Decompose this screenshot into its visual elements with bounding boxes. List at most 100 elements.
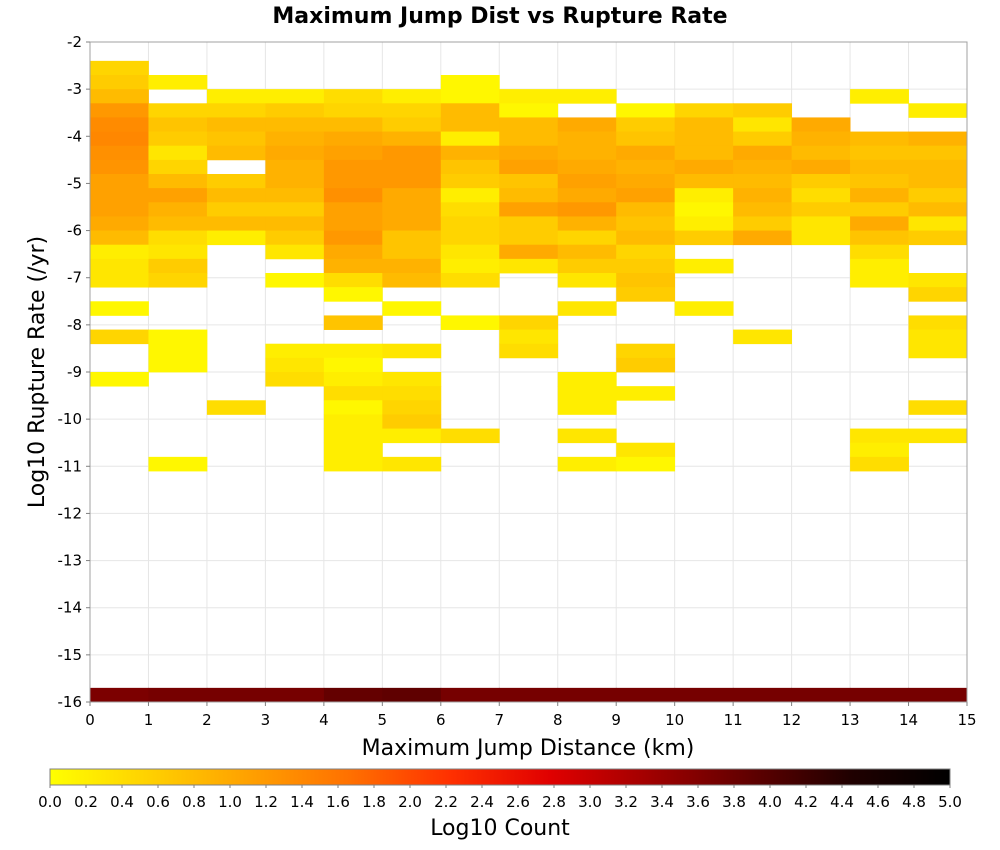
- colorbar-gradient: [49, 768, 951, 786]
- plot-area: [89, 41, 968, 703]
- y-tick-label: -7: [67, 269, 82, 287]
- heatmap-cell: [440, 428, 500, 444]
- y-tick-label: -4: [67, 127, 82, 145]
- heatmap-cell: [265, 174, 325, 189]
- heatmap-cell: [557, 216, 617, 231]
- heatmap-cell: [382, 244, 442, 260]
- colorbar-tick-label: 0.8: [182, 793, 206, 811]
- y-tick-label: -11: [58, 457, 83, 475]
- heatmap-cell: [323, 273, 383, 288]
- heatmap-cell: [850, 89, 909, 104]
- heatmap-cell: [557, 202, 617, 217]
- heatmap-cell: [206, 216, 266, 231]
- x-tick-label: 8: [553, 711, 563, 729]
- heatmap-cell: [382, 131, 442, 147]
- heatmap-cell: [733, 174, 792, 189]
- heatmap-cell: [440, 75, 500, 90]
- heatmap-cell: [674, 188, 734, 203]
- heatmap-cell: [499, 216, 559, 231]
- heatmap-cell: [791, 174, 851, 189]
- heatmap-cell: [557, 244, 617, 260]
- heatmap-cell: [323, 442, 383, 458]
- heatmap-cell: [791, 687, 851, 703]
- heatmap-cell: [382, 414, 442, 429]
- heatmap-cell: [850, 159, 909, 175]
- heatmap-cell: [440, 131, 500, 147]
- heatmap-cell: [90, 273, 149, 288]
- heatmap-cell: [206, 188, 266, 203]
- heatmap-cell: [733, 131, 792, 147]
- heatmap-cell: [557, 230, 617, 246]
- heatmap-cell: [791, 117, 851, 132]
- heatmap-cell: [265, 89, 325, 104]
- heatmap-cell: [791, 202, 851, 217]
- heatmap-cell: [382, 428, 442, 444]
- heatmap-cell: [908, 230, 968, 246]
- heatmap-cell: [674, 687, 734, 703]
- heatmap-cell: [791, 131, 851, 147]
- heatmap-cell: [323, 230, 383, 246]
- x-tick-label: 6: [436, 711, 446, 729]
- x-tick-label: 2: [202, 711, 212, 729]
- heatmap-cell: [499, 315, 559, 330]
- heatmap-cell: [908, 202, 968, 217]
- colorbar-tick-label: 3.0: [578, 793, 602, 811]
- heatmap-cell: [382, 273, 442, 288]
- heatmap-cell: [557, 145, 617, 161]
- heatmap-cell: [557, 188, 617, 203]
- x-tick-label: 4: [319, 711, 329, 729]
- colorbar-tick-label: 5.0: [938, 793, 962, 811]
- heatmap-cell: [323, 386, 383, 401]
- y-tick-label: -13: [58, 552, 83, 570]
- heatmap-cell: [850, 258, 909, 274]
- heatmap-cell: [557, 372, 617, 387]
- heatmap-cell: [440, 188, 500, 203]
- heatmap-cell: [733, 216, 792, 231]
- heatmap-cell: [557, 131, 617, 147]
- colorbar-tick-label: 1.4: [290, 793, 314, 811]
- heatmap-cell: [674, 131, 734, 147]
- x-tick-label: 12: [782, 711, 801, 729]
- heatmap-cell: [499, 343, 559, 359]
- heatmap-cell: [674, 202, 734, 217]
- heatmap-cell: [90, 75, 149, 90]
- heatmap-cell: [616, 273, 676, 288]
- heatmap-cell: [440, 202, 500, 217]
- heatmap-cell: [323, 343, 383, 359]
- y-tick-label: -3: [67, 80, 82, 98]
- colorbar-tick-label: 2.6: [506, 793, 530, 811]
- heatmap-cell: [382, 174, 442, 189]
- heatmap-cell: [148, 103, 208, 118]
- y-tick-label: -8: [67, 316, 82, 334]
- heatmap-cell: [616, 456, 676, 472]
- x-tick-label: 0: [85, 711, 95, 729]
- heatmap-cell: [382, 159, 442, 175]
- heatmap-cell: [440, 117, 500, 132]
- heatmap-cell: [206, 687, 266, 703]
- heatmap-cell: [440, 687, 500, 703]
- heatmap-cell: [616, 131, 676, 147]
- heatmap-cell: [440, 315, 500, 330]
- heatmap-cells: [90, 60, 968, 703]
- heatmap-cell: [265, 216, 325, 231]
- heatmap-cell: [323, 258, 383, 274]
- heatmap-cell: [440, 89, 500, 104]
- colorbar-tick-label: 2.8: [542, 793, 566, 811]
- heatmap-cell: [850, 174, 909, 189]
- heatmap-cell: [499, 89, 559, 104]
- heatmap-cell: [206, 230, 266, 246]
- y-tick-label: -14: [58, 599, 83, 617]
- heatmap-cell: [616, 258, 676, 274]
- heatmap-cell: [557, 159, 617, 175]
- heatmap-cell: [850, 273, 909, 288]
- heatmap-cell: [557, 89, 617, 104]
- heatmap-cell: [323, 414, 383, 429]
- heatmap-cell: [557, 687, 617, 703]
- heatmap-cell: [908, 343, 968, 359]
- colorbar-tick-label: 0.6: [146, 793, 170, 811]
- x-tick-label: 3: [261, 711, 271, 729]
- heatmap-cell: [908, 315, 968, 330]
- heatmap-cell: [148, 357, 208, 373]
- heatmap-cell: [440, 174, 500, 189]
- heatmap-cell: [557, 428, 617, 444]
